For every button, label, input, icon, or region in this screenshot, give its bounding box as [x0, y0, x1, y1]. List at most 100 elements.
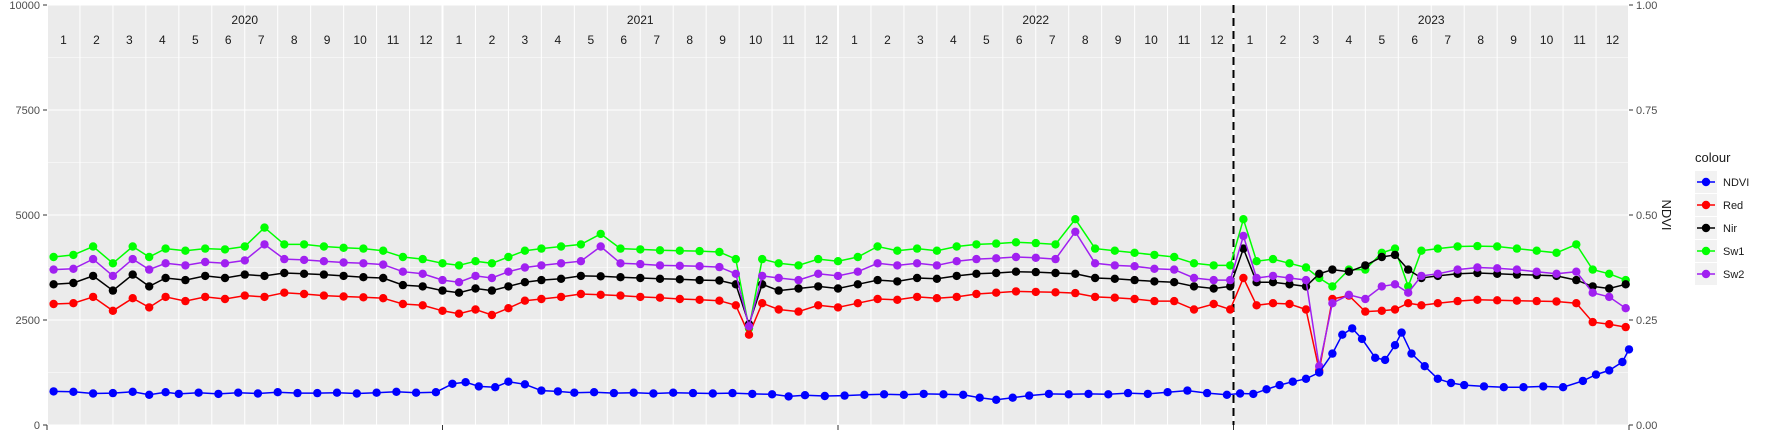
data-point [1624, 345, 1634, 354]
data-point [471, 257, 480, 266]
data-point [1621, 304, 1630, 313]
data-point [520, 380, 530, 389]
data-point [234, 388, 243, 397]
data-point [1621, 322, 1630, 332]
data-point [576, 257, 586, 266]
data-point [616, 244, 625, 253]
data-point [1558, 383, 1568, 392]
data-point [339, 271, 348, 281]
month-label: 12 [815, 33, 829, 47]
data-point [919, 389, 928, 399]
y-tick-label-right: 0.75 [1636, 105, 1657, 117]
y-tick-label-right: 0.00 [1636, 420, 1657, 432]
series-sw2 [49, 227, 1630, 371]
data-point [1090, 244, 1100, 253]
data-point [201, 244, 210, 253]
month-label: 2 [884, 33, 891, 47]
legend-title: colour [1695, 150, 1731, 165]
data-point [1170, 296, 1179, 306]
month-label: 12 [1606, 33, 1620, 47]
month-label: 9 [1115, 33, 1122, 47]
month-label: 5 [192, 33, 199, 47]
data-point [556, 259, 566, 268]
data-point [715, 296, 724, 305]
data-point [1268, 278, 1278, 287]
data-point [860, 390, 869, 399]
data-point [260, 223, 269, 232]
data-point [758, 299, 767, 308]
data-point [1512, 265, 1522, 274]
month-label: 12 [1210, 33, 1224, 47]
year-label: 2022 [1022, 13, 1049, 27]
data-point [744, 330, 754, 339]
data-point [1123, 388, 1133, 398]
data-point [1051, 288, 1060, 297]
legend-item-ndvi: NDVI [1695, 171, 1749, 193]
data-point [69, 387, 78, 396]
data-point [1328, 265, 1337, 274]
series-ndvi [49, 324, 1634, 404]
data-point [669, 388, 678, 397]
y-tick-label-left: 0 [34, 420, 40, 432]
data-point [88, 389, 98, 398]
data-point [1130, 294, 1139, 304]
data-point [1285, 259, 1294, 268]
data-point [556, 274, 566, 283]
data-point [398, 267, 408, 276]
data-point [537, 386, 546, 395]
data-point [1404, 288, 1413, 297]
data-point [840, 391, 849, 400]
data-point [352, 389, 361, 398]
series-layer [49, 215, 1634, 404]
data-point [596, 242, 605, 251]
data-point [1071, 269, 1080, 278]
data-point [1301, 275, 1311, 285]
data-point [1130, 275, 1139, 285]
data-point [49, 265, 58, 274]
data-point [655, 293, 665, 302]
data-point [1417, 301, 1426, 310]
data-point [1090, 259, 1100, 268]
month-label: 9 [1510, 33, 1517, 47]
data-point [201, 257, 210, 267]
month-label: 1 [851, 33, 858, 47]
data-point [992, 288, 1001, 297]
data-point [899, 390, 909, 399]
data-point [474, 382, 483, 391]
data-point [201, 271, 210, 281]
data-point [675, 261, 684, 270]
data-point [332, 388, 342, 397]
data-point [952, 292, 961, 302]
data-point [893, 246, 902, 255]
legend-label: Sw2 [1723, 269, 1744, 281]
data-point [491, 383, 500, 392]
data-point [1433, 374, 1443, 383]
data-point [556, 242, 566, 251]
data-point [1377, 282, 1387, 291]
data-point [1226, 275, 1235, 285]
data-point [873, 259, 882, 268]
y-tick-label-right: 0.25 [1636, 315, 1657, 327]
data-point [438, 286, 447, 295]
data-point [715, 276, 724, 285]
data-point [1407, 349, 1416, 358]
y-tick-label-left: 5000 [16, 210, 40, 222]
legend-label: NDVI [1723, 177, 1749, 189]
data-point [1235, 389, 1245, 398]
data-point [319, 257, 329, 266]
data-point [280, 254, 289, 264]
data-point [833, 284, 843, 293]
data-point [794, 284, 803, 293]
data-point [1460, 380, 1469, 390]
data-point [1170, 265, 1179, 274]
data-point [1189, 273, 1199, 283]
data-point [273, 388, 282, 397]
data-point [253, 389, 263, 398]
data-point [1390, 305, 1400, 314]
data-point [695, 295, 704, 304]
data-point [379, 294, 388, 303]
data-point [319, 270, 329, 279]
data-point [1433, 244, 1443, 253]
data-point [128, 387, 137, 396]
data-point [655, 261, 665, 270]
